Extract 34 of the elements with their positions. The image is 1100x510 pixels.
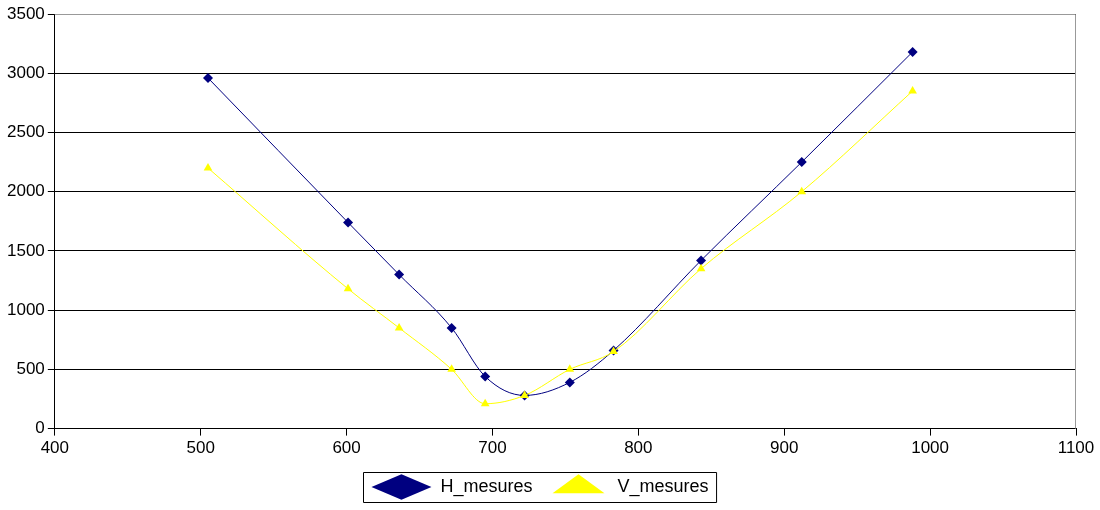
y-tick-label: 1500 xyxy=(6,240,45,260)
point xyxy=(203,72,213,83)
y-tick-label: 0 xyxy=(35,418,45,438)
y-tick-label: 1000 xyxy=(6,299,45,319)
point xyxy=(343,217,354,228)
y-tick-label: 2000 xyxy=(6,181,45,201)
y-tick-label: 2500 xyxy=(6,122,45,142)
point xyxy=(447,364,456,372)
legend-label: H_mesures xyxy=(440,475,533,497)
x-tick-label: 1000 xyxy=(911,438,950,458)
x-tick-label: 600 xyxy=(332,438,361,458)
point xyxy=(797,186,807,195)
x-tick-label: 1100 xyxy=(1057,438,1095,458)
y-tick-label: 3500 xyxy=(6,3,45,23)
point xyxy=(394,269,405,280)
y-tick-label: 500 xyxy=(16,359,45,379)
x-tick-label: 700 xyxy=(478,438,507,458)
point xyxy=(565,364,575,372)
point xyxy=(907,46,918,57)
y-tick-label: 3000 xyxy=(6,62,45,82)
x-tick-label: 800 xyxy=(624,438,653,458)
point xyxy=(343,283,353,292)
point xyxy=(480,398,490,407)
x-tick-label: 900 xyxy=(770,438,799,458)
legend-label: V_mesures xyxy=(617,475,709,497)
point xyxy=(564,377,575,388)
point xyxy=(394,322,404,331)
point xyxy=(796,157,807,168)
x-tick-label: 500 xyxy=(186,438,215,458)
point xyxy=(446,322,457,333)
point xyxy=(480,371,491,382)
point xyxy=(696,255,707,266)
point xyxy=(696,263,706,272)
x-tick-label: 400 xyxy=(40,438,70,458)
